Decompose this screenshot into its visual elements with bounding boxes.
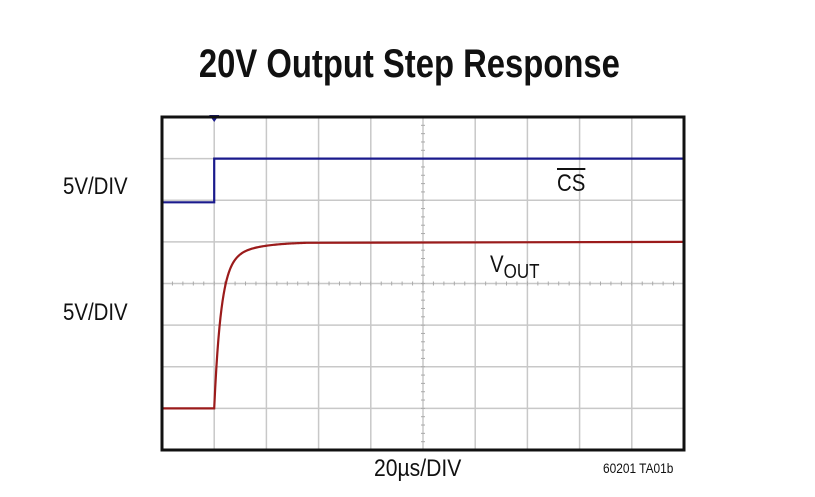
vout-trace-label: VOUT bbox=[490, 251, 539, 283]
plot-frame bbox=[160, 115, 686, 452]
vout-scale-label: 5V/DIV bbox=[63, 299, 128, 326]
vout-trace bbox=[162, 240, 685, 410]
vout-label-main: V bbox=[490, 251, 504, 278]
figure-code: 60201 TA01b bbox=[603, 460, 674, 476]
chart-title: 20V Output Step Response bbox=[198, 42, 620, 86]
time-scale-label: 20µs/DIV bbox=[374, 455, 462, 482]
cs-trace bbox=[162, 157, 684, 204]
cs-trace-label: CS bbox=[557, 170, 586, 197]
vout-label-sub: OUT bbox=[503, 261, 540, 283]
cs-scale-label: 5V/DIV bbox=[63, 173, 128, 200]
